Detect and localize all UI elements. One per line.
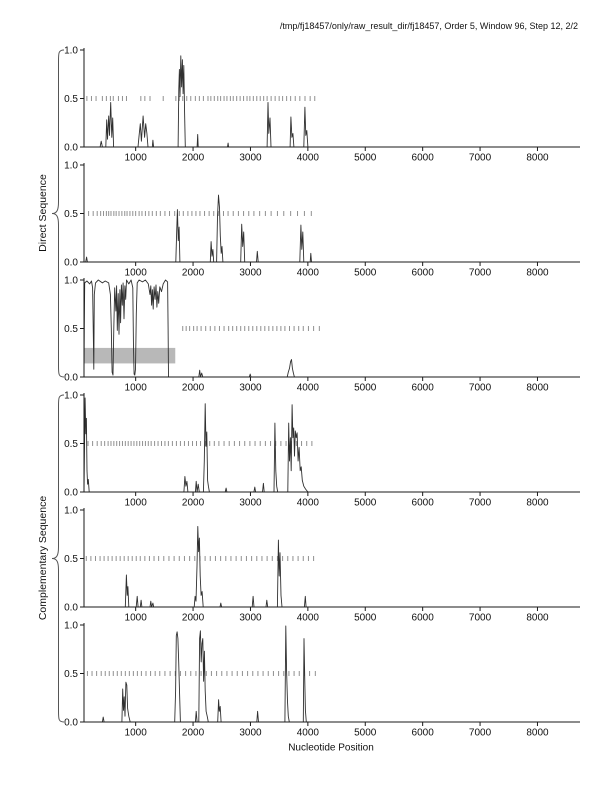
x-tick-label: 1000: [125, 498, 148, 509]
x-tick-label: 6000: [412, 498, 435, 509]
x-tick-label: 5000: [354, 383, 377, 394]
x-tick-label: 1000: [125, 728, 148, 739]
y-tick-label: 0.5: [64, 94, 78, 105]
x-tick-label: 1000: [125, 268, 148, 279]
x-tick-label: 8000: [526, 613, 549, 624]
x-tick-label: 7000: [469, 153, 492, 164]
coding-marks: [86, 96, 316, 101]
probability-curve: [84, 55, 572, 148]
coding-marks: [87, 441, 313, 446]
y-tick-label: 0.0: [64, 373, 78, 384]
x-tick-label: 2000: [182, 268, 205, 279]
y-tick-label: 1.0: [64, 161, 78, 172]
x-tick-label: 6000: [412, 383, 435, 394]
x-tick-label: 8000: [526, 728, 549, 739]
x-tick-label: 7000: [469, 383, 492, 394]
panel-complementary-frame-2: 1.0 0.5 0.0 1000 2000 3000 4000 5000 6000 7000 800…: [64, 506, 580, 624]
x-tick-label: 6000: [412, 728, 435, 739]
x-tick-label: 8000: [526, 498, 549, 509]
panel-direct-frame-2: 1.0 0.5 0.0 1000 2000 3000 4000 5000 6000 7000 800…: [64, 161, 580, 279]
x-tick-label: 8000: [526, 268, 549, 279]
panel-complementary-frame-3: 1.0 0.5 0.0 1000 2000 3000 4000 5000 6000 7000 800…: [64, 621, 580, 739]
coding-marks: [182, 326, 320, 331]
y-tick-label: 1.0: [64, 621, 78, 632]
x-tick-label: 6000: [412, 153, 435, 164]
y-tick-label: 0.0: [64, 258, 78, 269]
x-tick-label: 4000: [297, 728, 320, 739]
x-tick-label: 3000: [239, 383, 262, 394]
x-tick-label: 2000: [182, 498, 205, 509]
panel-direct-frame-3: 1.0 0.5 0.0 1000 2000 3000 4000 5000 6000 7000 800…: [64, 276, 580, 394]
x-tick-label: 1000: [125, 153, 148, 164]
x-tick-label: 4000: [297, 613, 320, 624]
x-tick-label: 3000: [239, 613, 262, 624]
y-tick-label: 0.5: [64, 554, 78, 565]
coding-marks: [88, 211, 312, 216]
coding-marks: [86, 671, 316, 676]
y-tick-label: 0.5: [64, 669, 78, 680]
x-tick-label: 7000: [469, 613, 492, 624]
x-tick-label: 8000: [526, 383, 549, 394]
x-tick-label: 4000: [297, 268, 320, 279]
x-tick-label: 2000: [182, 728, 205, 739]
probability-curve: [84, 625, 572, 723]
x-tick-label: 4000: [297, 153, 320, 164]
y-tick-label: 0.5: [64, 324, 78, 335]
x-tick-label: 2000: [182, 153, 205, 164]
x-tick-label: 5000: [354, 498, 377, 509]
direct-group-brace: [51, 49, 65, 378]
probability-curve: [84, 194, 572, 263]
x-tick-label: 1000: [125, 613, 148, 624]
y-tick-label: 0.5: [64, 209, 78, 220]
x-tick-label: 2000: [182, 613, 205, 624]
x-tick-label: 2000: [182, 383, 205, 394]
panel-complementary-frame-1: 1.0 0.5 0.0 1000 2000 3000 4000 5000 6000 7000 800…: [64, 391, 580, 509]
x-tick-label: 5000: [354, 268, 377, 279]
y-tick-label: 0.0: [64, 718, 78, 729]
x-tick-label: 3000: [239, 728, 262, 739]
x-tick-label: 3000: [239, 498, 262, 509]
x-tick-label: 7000: [469, 728, 492, 739]
x-tick-label: 5000: [354, 613, 377, 624]
x-tick-label: 3000: [239, 268, 262, 279]
highlight-region: [84, 347, 176, 364]
x-tick-label: 5000: [354, 153, 377, 164]
x-tick-label: 4000: [297, 498, 320, 509]
panel-direct-frame-1: 1.0 0.5 0.0 1000 2000 3000 4000 5000 6000 7000 800…: [64, 46, 580, 164]
y-tick-label: 0.0: [64, 143, 78, 154]
y-tick-label: 1.0: [64, 506, 78, 517]
x-tick-label: 1000: [125, 383, 148, 394]
probability-curve: [83, 397, 572, 493]
y-tick-label: 1.0: [64, 276, 78, 287]
x-tick-label: 6000: [412, 613, 435, 624]
x-tick-label: 7000: [469, 268, 492, 279]
plot-title: /tmp/fj18457/only/raw_result_dir/fj18457…: [279, 21, 578, 31]
panels-group: 1.0 0.5 0.0 1000 2000 3000 4000 5000 6000 7000 800…: [64, 46, 580, 739]
x-tick-label: 4000: [297, 383, 320, 394]
x-tick-label: 5000: [354, 728, 377, 739]
y-tick-label: 0.5: [64, 439, 78, 450]
complementary-group-brace: [51, 394, 65, 723]
x-tick-label: 8000: [526, 153, 549, 164]
x-axis-title: Nucleotide Position: [288, 742, 374, 754]
y-tick-label: 1.0: [64, 391, 78, 402]
x-tick-label: 6000: [412, 268, 435, 279]
y-tick-label: 1.0: [64, 46, 78, 57]
y-tick-label: 0.0: [64, 488, 78, 499]
probability-curve: [83, 279, 572, 378]
y-tick-label: 0.0: [64, 603, 78, 614]
x-tick-label: 3000: [239, 153, 262, 164]
x-tick-label: 7000: [469, 498, 492, 509]
probability-curve: [84, 526, 572, 608]
